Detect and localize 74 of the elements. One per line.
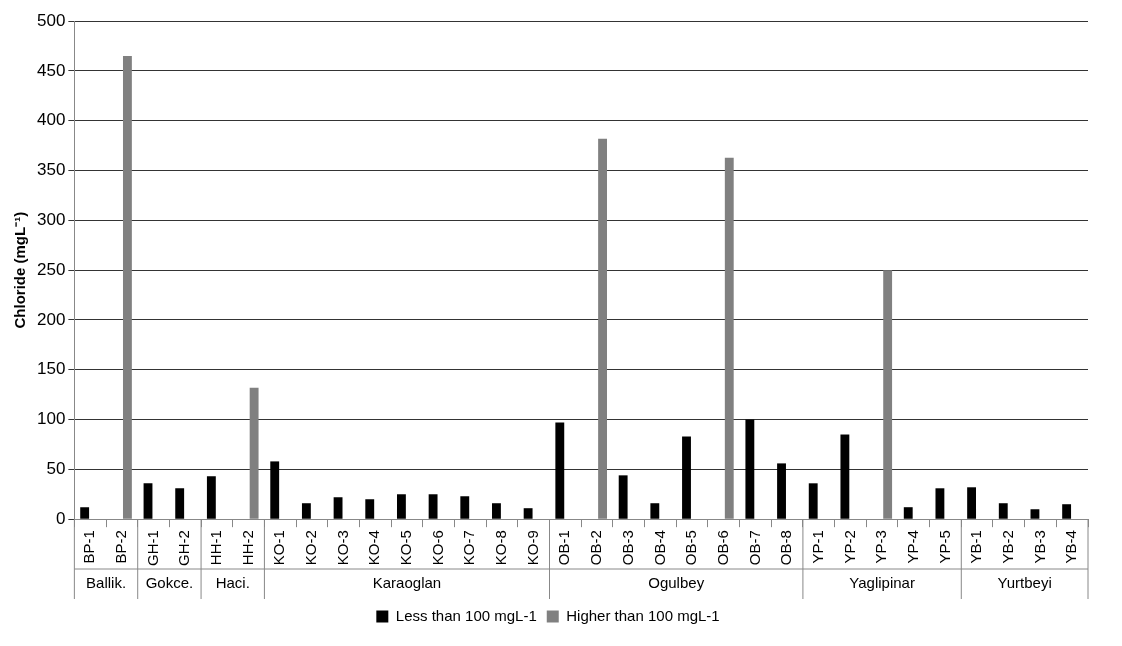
x-tick-label: KO-6: [428, 530, 446, 566]
x-tick-label: HH-1: [207, 530, 225, 566]
bar: [492, 503, 501, 519]
x-tick-label: HH-2: [238, 530, 256, 566]
y-tick-label: 50: [46, 459, 66, 479]
x-tick-label: YP-2: [840, 530, 858, 564]
x-tick-label: YB-3: [1030, 530, 1048, 564]
bar: [301, 503, 311, 519]
x-tick-label: BP-2: [112, 530, 130, 564]
y-tick-label: 500: [36, 10, 66, 30]
x-tick-label: YP-4: [903, 530, 921, 564]
y-tick-label: 0: [55, 508, 66, 528]
text: Yurtbeyi: [997, 574, 1052, 592]
y-tick-label: 300: [36, 210, 66, 230]
legend-label: Less than 100 mgL-1: [395, 606, 537, 624]
bar: [967, 487, 977, 519]
bar: [1062, 504, 1072, 519]
y-tick-label: 350: [36, 160, 66, 180]
x-tick-label: KO-4: [365, 530, 383, 566]
bar: [650, 503, 660, 519]
x-tick-label: YP-5: [935, 530, 953, 564]
text: Gokce.: [145, 574, 194, 592]
bar: [808, 483, 818, 519]
x-tick-label: OB-7: [745, 530, 763, 566]
x-tick-label: KO-2: [302, 530, 320, 566]
bar: [523, 508, 533, 519]
bar: [460, 496, 470, 519]
bar: [618, 475, 628, 519]
x-tick-label: KO-7: [460, 530, 478, 566]
y-tick-label: 150: [36, 359, 66, 379]
bar: [1030, 509, 1040, 519]
y-tick-label: 250: [36, 259, 66, 279]
bar: [143, 483, 153, 519]
x-tick-label: BP-1: [80, 530, 98, 564]
x-tick-label: OB-2: [587, 530, 605, 566]
text: Ogulbey: [648, 574, 705, 592]
x-tick-label: OB-8: [777, 530, 795, 566]
y-tick-label: 100: [36, 409, 66, 429]
x-tick-label: KO-9: [523, 530, 541, 566]
bar: [935, 488, 945, 519]
x-tick-label: YB-1: [967, 530, 985, 564]
x-tick-label: YB-2: [998, 530, 1016, 564]
x-tick-label: KO-8: [492, 530, 510, 566]
bar: [903, 507, 913, 519]
bar: [206, 476, 216, 519]
x-tick-label: GH-1: [143, 530, 161, 567]
text: Haci.: [215, 574, 250, 592]
x-tick-label: OB-6: [713, 530, 731, 566]
text: Karaoglan: [372, 574, 442, 592]
x-tick-label: OB-3: [618, 530, 636, 566]
x-tick-label: YB-4: [1062, 530, 1080, 564]
x-tick-label: KO-5: [397, 530, 415, 566]
x-tick-label: OB-4: [650, 530, 668, 566]
bar: [175, 488, 185, 519]
x-tick-label: KO-3: [333, 530, 351, 566]
y-tick-label: 450: [36, 60, 66, 80]
y-tick-label: 200: [36, 309, 66, 329]
x-tick-label: KO-1: [270, 530, 288, 566]
x-tick-label: YP-3: [872, 530, 890, 564]
bar: [396, 494, 406, 519]
x-tick-label: YP-1: [808, 530, 826, 564]
y-tick-label: 400: [36, 110, 66, 130]
x-tick-label: OB-5: [682, 530, 700, 566]
bar: [333, 497, 343, 519]
x-tick-label: GH-2: [175, 530, 193, 567]
legend-label: Higher than 100 mgL-1: [566, 606, 720, 624]
x-tick-label: OB-1: [555, 530, 573, 566]
bar: [80, 507, 90, 519]
bar: [428, 494, 438, 519]
text: Ballik.: [86, 574, 127, 592]
y-axis-title: Chloride (mgL⁻¹): [11, 211, 29, 329]
bar: [998, 503, 1008, 519]
bar: [365, 499, 375, 519]
text: Yaglipinar: [849, 574, 915, 592]
